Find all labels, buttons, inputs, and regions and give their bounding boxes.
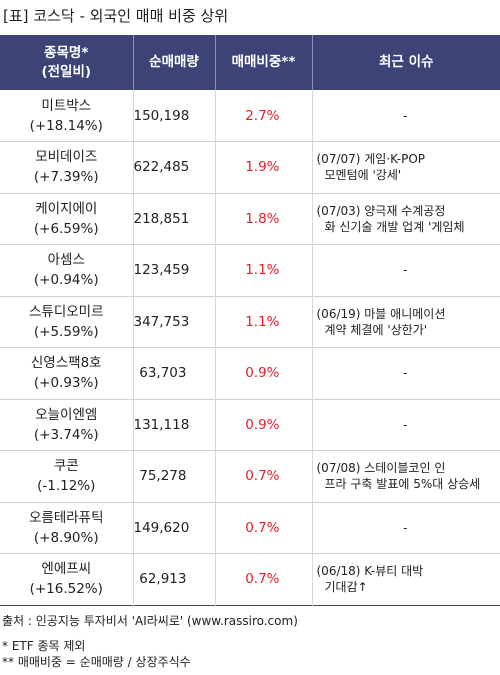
net-volume: 75,278 (133, 450, 216, 502)
table-row: 아셈스 (+0.94%) 123,459 1.1% - (0, 244, 500, 297)
stock-change: (+6.59%) (33, 220, 99, 237)
stock-change: (+8.90%) (33, 529, 99, 546)
news-line1: (07/08) 스테이블코인 인 (316, 461, 446, 476)
table-row: 오늘이엔엠 (+3.74%) 131,118 0.9% - (0, 399, 500, 451)
news-cell: - (312, 90, 500, 142)
news-line2: 기대감↑ (324, 580, 368, 595)
stock-name: 모비데이즈 (35, 149, 98, 166)
stock-name: 오늘이엔엠 (35, 406, 98, 423)
stock-change: (+16.52%) (29, 581, 103, 598)
news-cell: (07/07) 게임·K-POP 모멘텀에 '강세' (312, 142, 500, 194)
news-cell: (06/18) K-뷰티 대박 기대감↑ (312, 554, 500, 606)
news-line2: 화 신기술 개발 업계 '게임체 (324, 219, 465, 234)
trade-ratio: 0.9% (215, 347, 313, 399)
table-title: [표] 코스닥 - 외국인 매매 비중 상위 (3, 7, 229, 25)
stock-change: (+7.39%) (33, 169, 99, 186)
stock-change: (-1.12%) (37, 478, 96, 495)
news-cell: (07/03) 양극재 수계공정 화 신기술 개발 업계 '게임체 (312, 193, 500, 245)
trade-ratio: 1.8% (215, 193, 313, 245)
news-line2: 모멘텀에 '강세' (324, 168, 402, 183)
table-header-row: 종목명* (전일비) 순매매량 매매비중** 최근 이슈 (0, 35, 500, 90)
stock-name: 케이지에이 (35, 200, 98, 217)
etf-note: * ETF 종목 제외 (2, 639, 86, 653)
stock-cell: 아셈스 (+0.94%) (0, 244, 134, 296)
news-empty: - (403, 263, 408, 278)
stock-cell: 오늘이엔엠 (+3.74%) (0, 399, 134, 451)
stock-name: 엔에프씨 (41, 561, 92, 578)
net-volume: 622,485 (133, 141, 216, 193)
stock-change: (+0.93%) (33, 375, 99, 392)
stock-name: 미트박스 (41, 97, 92, 114)
trade-ratio: 0.7% (215, 553, 313, 605)
trade-ratio: 1.9% (215, 141, 313, 193)
net-volume: 218,851 (133, 193, 216, 245)
column-header-name-line1: 종목명* (44, 44, 89, 61)
stock-name: 아셈스 (47, 252, 85, 269)
trade-ratio: 0.9% (215, 399, 313, 451)
stock-change: (+5.59%) (33, 323, 99, 340)
table-row: 신영스팩8호 (+0.93%) 63,703 0.9% - (0, 347, 500, 400)
news-empty: - (403, 520, 408, 535)
table-row: 케이지에이 (+6.59%) 218,851 1.8% (07/03) 양극재 수계공정… (0, 193, 500, 245)
table-row: 엔에프씨 (+16.52%) 62,913 0.7% (06/18) K-뷰티 대박 기대… (0, 553, 500, 606)
news-line1: (07/07) 게임·K-POP (316, 152, 426, 167)
stock-cell: 오름테라퓨틱 (+8.90%) (0, 502, 134, 554)
trade-ratio: 0.7% (215, 450, 313, 502)
stock-cell: 모비데이즈 (+7.39%) (0, 141, 134, 193)
stock-cell: 케이지에이 (+6.59%) (0, 193, 134, 245)
stock-cell: 미트박스 (+18.14%) (0, 90, 134, 142)
trade-ratio: 1.1% (215, 244, 313, 296)
foreign-trading-table: 종목명* (전일비) 순매매량 매매비중** 최근 이슈 미트박스 (+18.14… (0, 35, 500, 606)
table-row: 모비데이즈 (+7.39%) 622,485 1.9% (07/07) 게임·K-POP… (0, 141, 500, 194)
trade-ratio: 0.7% (215, 502, 313, 554)
net-volume: 347,753 (133, 296, 216, 348)
stock-change: (+3.74%) (33, 426, 99, 443)
news-cell: - (312, 399, 500, 451)
news-line2: 프라 구축 발표에 5%대 상승세 (324, 477, 481, 492)
stock-change: (+18.14%) (29, 117, 103, 134)
net-volume: 123,459 (133, 244, 216, 296)
news-empty: - (403, 366, 408, 381)
column-header-name-line2: (전일비) (41, 63, 92, 80)
stock-name: 오름테라퓨틱 (28, 509, 104, 526)
ratio-definition-note: ** 매매비중 = 순매매량 / 상장주식수 (2, 655, 191, 669)
column-header-news: 최근 이슈 (379, 54, 434, 70)
table-row: 스튜디오미르 (+5.59%) 347,753 1.1% (06/19) 마블 애니메이… (0, 296, 500, 348)
stock-change: (+0.94%) (33, 272, 99, 289)
column-header-volume: 순매매량 (133, 35, 216, 90)
news-cell: - (312, 245, 500, 297)
table-row: 미트박스 (+18.14%) 150,198 2.7% - (0, 90, 500, 142)
table-row: 쿠콘 (-1.12%) 75,278 0.7% (07/08) 스테이블코인 인 프라 구… (0, 450, 500, 503)
stock-name: 스튜디오미르 (28, 303, 104, 320)
news-line2: 계약 체결에 '상한가' (324, 322, 428, 337)
table-row: 오름테라퓨틱 (+8.90%) 149,620 0.7% - (0, 502, 500, 554)
trade-ratio: 1.1% (215, 296, 313, 348)
net-volume: 62,913 (133, 553, 216, 605)
source-note: 출처 : 인공지능 투자비서 'AI라씨로' (www.rassiro.com) (2, 614, 298, 628)
net-volume: 63,703 (133, 347, 216, 399)
news-cell: (06/19) 마블 애니메이션 계약 체결에 '상한가' (312, 296, 500, 348)
stock-name: 신영스팩8호 (30, 355, 102, 372)
trade-ratio: 2.7% (215, 90, 313, 142)
news-line1: (07/03) 양극재 수계공정 (316, 203, 446, 218)
news-cell: (07/08) 스테이블코인 인 프라 구축 발표에 5%대 상승세 (312, 451, 500, 503)
net-volume: 149,620 (133, 502, 216, 554)
news-line1: (06/19) 마블 애니메이션 (316, 306, 446, 321)
column-header-ratio: 매매비중** (215, 35, 313, 90)
news-cell: - (312, 502, 500, 554)
net-volume: 150,198 (133, 90, 216, 142)
net-volume: 131,118 (133, 399, 216, 451)
news-cell: - (312, 348, 500, 400)
stock-cell: 스튜디오미르 (+5.59%) (0, 296, 134, 348)
stock-cell: 신영스팩8호 (+0.93%) (0, 347, 134, 399)
news-empty: - (403, 417, 408, 432)
stock-name: 쿠콘 (53, 458, 79, 475)
column-header-name: 종목명* (전일비) (0, 35, 134, 90)
stock-cell: 엔에프씨 (+16.52%) (0, 553, 134, 605)
stock-cell: 쿠콘 (-1.12%) (0, 450, 134, 502)
news-line1: (06/18) K-뷰티 대박 (316, 564, 424, 579)
news-empty: - (403, 108, 408, 123)
